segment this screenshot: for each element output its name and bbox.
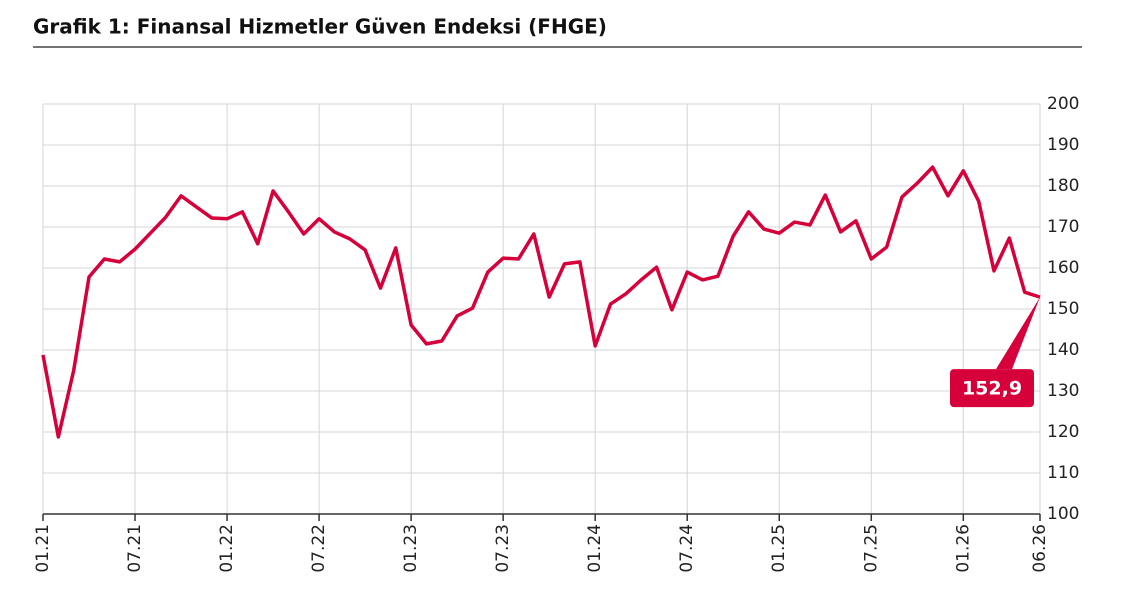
x-tick-label: 07.21 [125,524,145,573]
x-tick-label: 01.26 [953,524,973,573]
chart-title: Grafik 1: Finansal Hizmetler Güven Endek… [33,15,607,39]
y-tick-label: 200 [1047,94,1079,114]
y-tick-label: 130 [1047,381,1079,401]
y-tick-label: 120 [1047,422,1079,442]
y-tick-label: 150 [1047,299,1079,319]
x-tick-label: 01.23 [401,524,421,573]
x-tick-label: 07.24 [677,524,697,573]
y-tick-label: 140 [1047,340,1079,360]
y-tick-label: 190 [1047,135,1079,155]
x-tick-label: 07.25 [861,524,881,573]
line-series [41,165,1041,439]
x-tick-label: 07.23 [493,524,513,573]
y-tick-label: 160 [1047,258,1079,278]
callout-pointer [996,297,1040,370]
x-tick-label: 01.25 [769,524,789,573]
x-tick-label: 07.22 [309,524,329,573]
y-tick-label: 100 [1047,504,1079,524]
y-tick-label: 170 [1047,217,1079,237]
callout-box [950,369,1034,408]
x-tick-label: 01.24 [585,524,605,573]
y-tick-label: 180 [1047,176,1079,196]
x-tick-label: 01.22 [217,524,237,573]
value-label: 152,9 [962,378,1022,400]
x-tick-label: 01.21 [33,524,53,573]
x-tick-label: 06.26 [1030,524,1050,573]
y-tick-label: 110 [1047,463,1079,483]
